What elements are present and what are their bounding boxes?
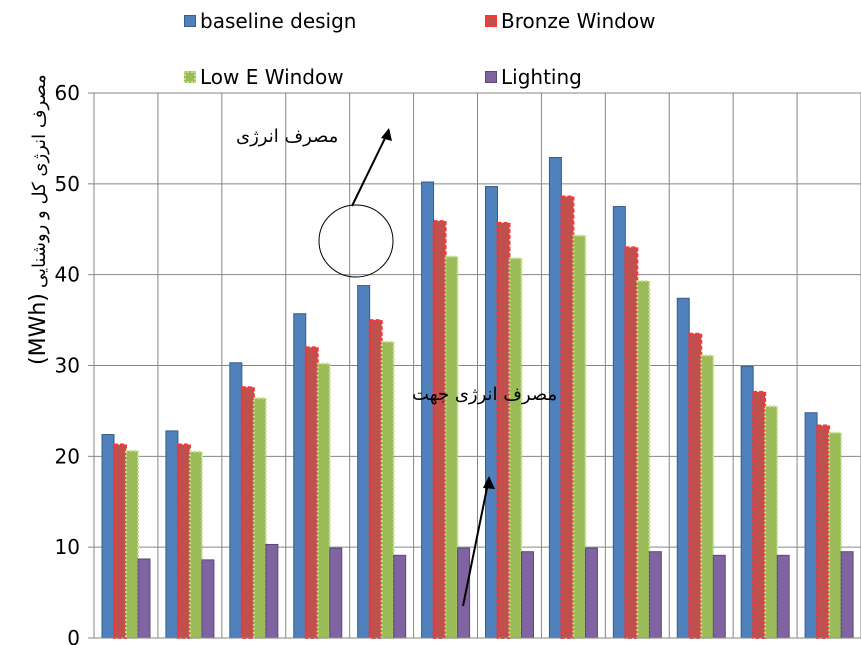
bar-low-e-window xyxy=(700,354,715,639)
bar-baseline-design xyxy=(676,297,690,639)
legend-swatch-lowe xyxy=(184,71,196,83)
bar-low-e-window xyxy=(252,397,267,640)
legend-item-lowe: Low E Window xyxy=(184,65,344,89)
bar-bronze-window xyxy=(304,346,319,639)
bar-low-e-window xyxy=(828,431,843,640)
bar-bronze-window xyxy=(113,443,127,639)
y-tick-label: 30 xyxy=(55,354,80,378)
bar-bronze-window xyxy=(688,332,703,639)
bar-lighting xyxy=(776,554,790,639)
bar-low-e-window xyxy=(508,257,523,639)
bar-bronze-window xyxy=(368,319,383,639)
annotation-arrowhead-top xyxy=(381,128,392,141)
legend-label-baseline: baseline design xyxy=(200,9,357,33)
y-tick-label: 20 xyxy=(55,444,80,468)
annotation-circle xyxy=(318,204,394,278)
bar-lighting xyxy=(521,551,534,639)
chart-gridlines xyxy=(94,92,861,638)
bar-bronze-window xyxy=(176,443,191,639)
bar-baseline-design xyxy=(485,186,498,639)
bar-low-e-window xyxy=(764,405,779,639)
bar-low-e-window xyxy=(444,255,459,639)
legend-item-baseline: baseline design xyxy=(184,9,356,33)
annotation-arrow-top xyxy=(351,129,390,207)
chart-annotation-marks xyxy=(318,128,495,607)
y-tick-label: 50 xyxy=(55,172,80,196)
bar-low-e-window xyxy=(188,450,203,639)
legend-label-lowe: Low E Window xyxy=(200,65,344,89)
bar-baseline-design xyxy=(612,206,626,639)
bar-low-e-window xyxy=(636,280,651,639)
bar-lighting xyxy=(457,547,471,639)
bar-baseline-design xyxy=(165,430,179,639)
bar-bronze-window xyxy=(240,386,255,639)
bar-lighting xyxy=(393,554,407,639)
annotation-arrowhead-middle xyxy=(483,476,495,489)
legend-item-bronze: Bronze Window xyxy=(485,9,655,33)
legend-swatch-lighting xyxy=(485,71,497,83)
bar-bronze-window xyxy=(496,221,511,639)
bar-low-e-window xyxy=(125,449,139,639)
bar-lighting xyxy=(584,547,598,639)
bar-bronze-window xyxy=(752,390,767,640)
legend-item-lighting: Lighting xyxy=(485,65,582,89)
chart-y-tick-labels: 0 10 20 30 40 50 60 xyxy=(55,81,94,645)
y-tick-label: 60 xyxy=(55,81,80,105)
bar-baseline-design xyxy=(101,434,115,639)
bar-lighting xyxy=(265,543,279,639)
y-axis-label-text: مصرف انرژی کل و روشنایی xyxy=(29,74,50,289)
bar-lighting xyxy=(648,551,662,639)
bar-low-e-window xyxy=(572,234,587,639)
legend-swatch-bronze xyxy=(485,15,497,27)
y-axis-label: (MWh) مصرف انرژی کل و روشنایی xyxy=(26,74,51,365)
legend-label-lighting: Lighting xyxy=(501,65,582,89)
y-tick-label: 10 xyxy=(55,535,80,559)
bar-baseline-design xyxy=(229,362,243,639)
annotation-arrow-middle xyxy=(462,477,490,607)
bar-baseline-design xyxy=(421,181,435,639)
annotation-label-middle: مصرف انرژی جهت xyxy=(412,384,558,405)
bar-bronze-window xyxy=(432,220,447,639)
bar-lighting xyxy=(329,547,343,639)
bar-baseline-design xyxy=(357,285,371,639)
legend-swatch-baseline xyxy=(184,15,196,27)
y-axis-label-unit: (MWh) xyxy=(26,293,51,365)
legend-label-bronze: Bronze Window xyxy=(501,9,656,33)
bar-bronze-window xyxy=(560,195,575,640)
annotation-label-top: مصرف انرژی xyxy=(236,126,339,147)
bar-lighting xyxy=(201,559,215,639)
bar-low-e-window xyxy=(380,340,395,639)
bar-lighting xyxy=(712,554,726,639)
bar-lighting xyxy=(137,558,151,639)
y-tick-label: 40 xyxy=(55,263,80,287)
bar-baseline-design xyxy=(740,365,754,639)
bar-low-e-window xyxy=(316,362,331,639)
bar-lighting xyxy=(840,551,854,639)
bar-baseline-design xyxy=(293,313,307,639)
bar-bronze-window xyxy=(624,246,639,640)
bar-bronze-window xyxy=(816,424,831,640)
y-tick-label: 0 xyxy=(67,626,80,645)
bar-baseline-design xyxy=(804,412,818,639)
